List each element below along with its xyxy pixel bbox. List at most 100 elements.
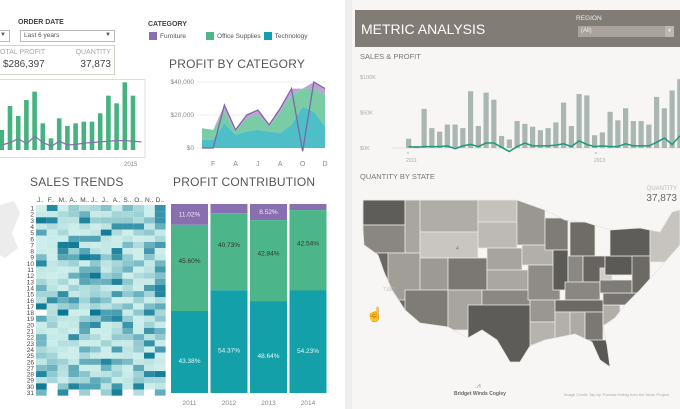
heatmap-cell [144,364,155,372]
heatmap-cell [154,229,166,236]
heatmap-cell [46,229,58,236]
state-mn [516,200,546,246]
sales-bar [661,108,667,148]
bar [56,118,62,150]
heatmap-cell [122,371,134,378]
kpi-box: OTAL PROFIT $286,397 QUANTITY 37,873 [0,45,115,75]
heatmap-cell [111,291,123,298]
heatmap-cell [133,315,144,322]
heatmap-cell [68,340,80,347]
heatmap-cell [46,346,58,353]
heatmap-cell [57,266,69,273]
heatmap-cell [79,377,90,384]
tap-hand-icon: ☝ [366,306,384,322]
heatmap-cell [79,266,90,273]
month-label: J.. [91,197,98,204]
filter-dropdown-partial[interactable]: ▼ [0,30,10,42]
heatmap-cell [68,321,80,328]
heatmap-cell [90,303,101,310]
heatmap-cell [122,297,134,304]
heatmap-cell [100,334,112,341]
heatmap-cell [133,309,144,316]
us-state-map[interactable]: 4 7,667 [352,0,680,409]
legend-item-furniture[interactable]: Furniture [149,32,186,40]
heatmap-cell [90,260,101,267]
month-label: F.. [48,197,55,204]
day-label: 12 [27,273,35,280]
heatmap-cell [90,346,101,353]
heatmap-cell [144,297,155,304]
heatmap-cell [68,377,80,384]
heatmap-cell [36,235,47,242]
state-ga [584,311,604,343]
sales-trends-title: SALES TRENDS [30,175,124,189]
heatmap-cell [46,389,58,396]
heatmap-cell [100,364,112,372]
heatmap-cell [122,389,134,396]
state-wy [419,231,479,259]
sales-bar [444,124,450,148]
region-dropdown[interactable]: (All) ▼ [578,26,674,37]
heatmap-cell [122,352,134,359]
heatmap-cell [68,272,80,279]
heatmap-cell [57,235,69,242]
legend-item-office-supplies[interactable]: Office Supplies [206,32,261,40]
heatmap-cell [122,284,134,292]
heatmap-cell [46,328,58,335]
heatmap-cell [100,377,112,384]
sales-bar [599,132,605,148]
heatmap-cell [100,248,112,255]
monthly-profit-bar-chart [0,79,146,158]
heatmap-cell [36,241,47,249]
heatmap-cell [122,248,134,255]
chevron-down-icon: ▼ [105,32,111,38]
heatmap-cell [57,284,69,292]
heatmap-cell [133,340,144,347]
heatmap-cell [100,229,112,236]
heatmap-cell [133,260,144,267]
wyoming-value: 4 [456,246,459,252]
heatmap-cell [100,217,112,224]
day-label: 10 [27,261,35,268]
heatmap-cell [79,297,90,304]
heatmap-cell [111,272,123,279]
heatmap-cell [79,284,90,292]
heatmap-cell [122,328,134,335]
heatmap-cell [79,328,90,335]
heatmap-cell [36,229,47,236]
month-label: D.. [156,197,165,204]
heatmap-cell [100,371,112,378]
chart-frame [0,79,146,158]
sales-bar [452,124,458,148]
heatmap-cell [57,217,69,224]
day-label: 13 [27,279,35,286]
heatmap-cell [144,309,155,316]
legend-item-technology[interactable]: Technology [263,32,308,40]
order-date-dropdown[interactable]: Last 6 years ▼ [20,30,115,42]
heatmap-cell [57,358,69,365]
heatmap-cell [144,303,155,310]
category-label: CATEGORY [148,21,187,28]
california-value: 7,667 [383,287,396,293]
heatmap-cell [68,315,80,322]
heatmap-cell [154,371,166,378]
heatmap-cell [68,217,80,224]
month-label: J.. [37,197,44,204]
heatmap-cell [111,229,123,236]
heatmap-cell [57,211,69,218]
heatmap-cell [111,205,123,212]
state-wi [544,217,569,251]
heatmap-cell [46,309,58,316]
heatmap-cell [46,241,58,249]
bar [24,100,29,150]
month-label: J.. [102,197,109,204]
heatmap-cell [111,328,123,335]
month-label: N.. [145,197,154,204]
heatmap-cell [133,371,144,378]
percent-label: 45.60% [178,258,200,265]
stacked-segment [289,290,327,393]
heatmap-cell [68,223,80,230]
heatmap-cell [100,346,112,353]
heatmap-cell [90,217,101,224]
quantity-label: QUANTITY [75,49,111,56]
